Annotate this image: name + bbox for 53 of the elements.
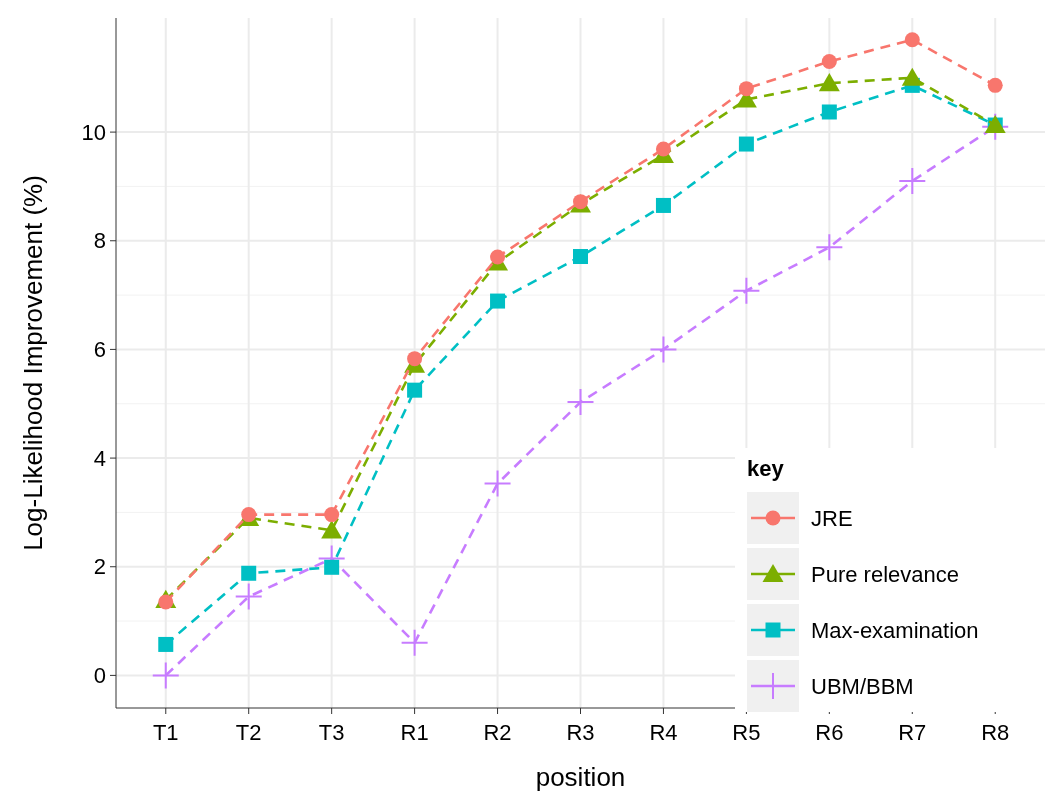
- point: [324, 559, 340, 575]
- x-tick-label: R2: [483, 720, 512, 745]
- y-tick-label: 0: [93, 663, 106, 689]
- point: [490, 293, 506, 309]
- point: [733, 277, 760, 304]
- point: [650, 336, 677, 363]
- x-tick-label: T3: [318, 720, 345, 745]
- x-tick-label: R5: [732, 720, 761, 745]
- x-tick-label: R4: [649, 720, 678, 745]
- point: [567, 389, 594, 416]
- x-axis-title: position: [535, 762, 626, 792]
- point: [901, 67, 923, 86]
- x-tick-label: T1: [152, 720, 179, 745]
- y-axis-title: Log-Likelihood Improvement (%): [18, 175, 48, 551]
- point: [235, 583, 262, 610]
- point: [484, 470, 511, 497]
- point: [818, 73, 840, 92]
- legend-label: Pure relevance: [811, 561, 959, 587]
- point: [655, 197, 671, 213]
- point: [321, 520, 343, 539]
- point: [241, 565, 257, 581]
- point: [904, 32, 920, 48]
- legend-title: key: [747, 456, 785, 481]
- point: [655, 141, 671, 157]
- legend-label: JRE: [811, 505, 853, 531]
- point: [152, 662, 179, 689]
- point: [899, 167, 926, 194]
- point: [401, 629, 428, 656]
- x-tick-label: R6: [815, 720, 844, 745]
- point: [821, 104, 837, 120]
- x-tick-label: R1: [400, 720, 429, 745]
- point: [490, 249, 506, 265]
- legend-label: Max-examination: [811, 617, 979, 643]
- point: [407, 351, 423, 367]
- y-tick-label: 10: [81, 119, 106, 145]
- y-tick-label: 6: [93, 337, 106, 363]
- point: [738, 136, 754, 152]
- x-tick-label: R8: [981, 720, 1010, 745]
- point: [816, 234, 843, 261]
- point: [821, 53, 837, 69]
- y-tick-label: 4: [93, 445, 106, 471]
- point: [407, 382, 423, 398]
- point: [158, 636, 174, 652]
- y-tick-label: 8: [93, 228, 106, 254]
- point: [573, 249, 588, 265]
- point: [738, 81, 754, 97]
- x-tick-label: R3: [566, 720, 595, 745]
- point: [324, 507, 340, 523]
- x-tick-label: R7: [898, 720, 927, 745]
- x-tick-label: T2: [235, 720, 262, 745]
- legend-label: UBM/BBM: [811, 673, 914, 699]
- point: [987, 77, 1003, 93]
- y-tick-label: 2: [93, 554, 106, 580]
